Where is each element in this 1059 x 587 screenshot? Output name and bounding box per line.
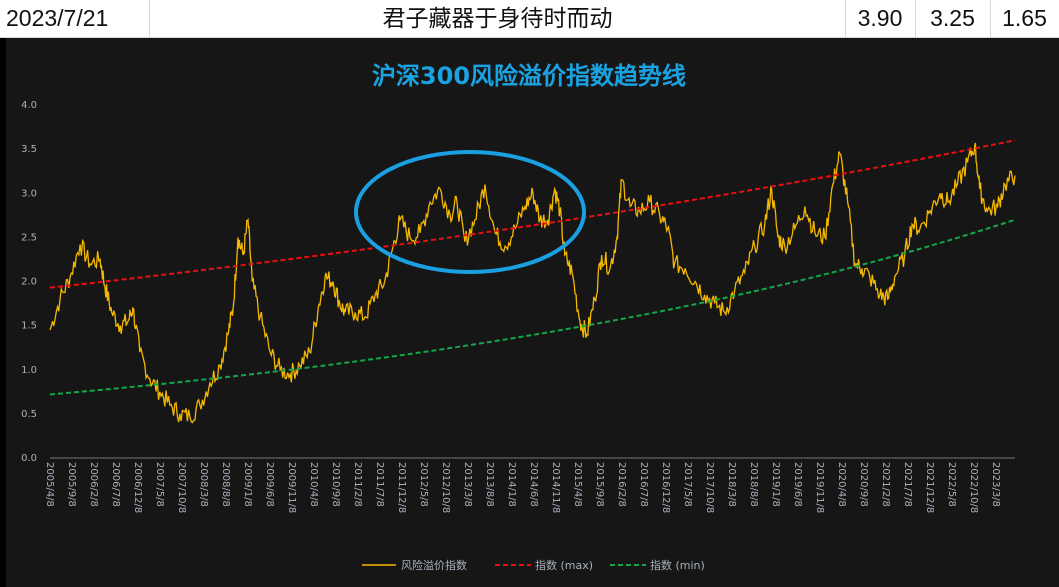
x-tick-label: 2017/5/8	[682, 462, 693, 507]
x-tick-label: 2009/11/8	[286, 462, 297, 513]
x-tick-label: 2007/5/8	[154, 462, 165, 507]
x-tick-label: 2014/11/8	[550, 462, 561, 513]
value-cell-2[interactable]: 3.25	[915, 0, 991, 37]
legend-label-max: 指数 (max)	[535, 558, 593, 572]
x-tick-label: 2006/12/8	[132, 462, 143, 513]
y-tick-label: 4.0	[21, 100, 37, 111]
x-tick-label: 2014/6/8	[528, 462, 539, 507]
x-tick-label: 2005/4/8	[44, 462, 55, 507]
legend-label-min: 指数 (min)	[650, 558, 705, 572]
value-cell-3[interactable]: 1.65	[1002, 5, 1047, 31]
x-tick-label: 2020/9/8	[858, 462, 869, 507]
x-tick-label: 2011/2/8	[352, 462, 363, 507]
spreadsheet-header-row: 2023/7/21 君子藏器于身待时而动 3.90 3.25 1.65	[0, 0, 1059, 38]
plot-lines	[49, 139, 1016, 424]
chart-area[interactable]: 沪深300风险溢价指数趋势线 0.0 0.5 1.0 1.5 2.0 2.5 3.0 3.5 4…	[0, 38, 1059, 587]
y-tick-label: 1.5	[21, 321, 37, 332]
x-tick-label: 2008/8/8	[220, 462, 231, 507]
x-tick-label: 2016/2/8	[616, 462, 627, 507]
x-tick-label: 2011/12/8	[396, 462, 407, 513]
x-tick-label: 2010/4/8	[308, 462, 319, 507]
x-tick-label: 2008/3/8	[198, 462, 209, 507]
x-tick-label: 2012/5/8	[418, 462, 429, 507]
x-tick-label: 2016/12/8	[660, 462, 671, 513]
x-tick-label: 2017/10/8	[704, 462, 715, 513]
x-tick-label: 2015/4/8	[572, 462, 583, 507]
legend: 风险溢价指数 指数 (max) 指数 (min)	[362, 558, 705, 572]
y-tick-label: 1.0	[21, 365, 37, 376]
date-cell[interactable]: 2023/7/21	[0, 0, 150, 37]
y-tick-label: 0.0	[21, 453, 37, 464]
x-tick-label: 2013/8/8	[484, 462, 495, 507]
series-line-index	[49, 142, 1016, 424]
y-tick-label: 3.0	[21, 188, 37, 199]
x-tick-label: 2016/7/8	[638, 462, 649, 507]
x-tick-label: 2009/1/8	[242, 462, 253, 507]
chart-svg: 沪深300风险溢价指数趋势线 0.0 0.5 1.0 1.5 2.0 2.5 3.0 3.5 4…	[21, 62, 1016, 572]
x-tick-label: 2021/2/8	[880, 462, 891, 507]
x-tick-label: 2011/7/8	[374, 462, 385, 507]
x-tick-label: 2023/3/8	[990, 462, 1001, 507]
x-tick-label: 2022/10/8	[968, 462, 979, 513]
x-tick-label: 2020/4/8	[836, 462, 847, 507]
x-tick-label: 2019/6/8	[792, 462, 803, 507]
x-tick-label: 2006/7/8	[110, 462, 121, 507]
x-tick-label: 2019/11/8	[814, 462, 825, 513]
x-tick-label: 2009/6/8	[264, 462, 275, 507]
x-tick-label: 2022/5/8	[946, 462, 957, 507]
trend-line-min	[49, 218, 1016, 396]
y-axis: 0.0 0.5 1.0 1.5 2.0 2.5 3.0 3.5 4.0	[21, 100, 37, 464]
motto-cell[interactable]: 君子藏器于身待时而动	[150, 0, 846, 37]
trend-line-max	[49, 139, 1016, 289]
x-tick-label: 2010/9/8	[330, 462, 341, 507]
x-tick-label: 2019/1/8	[770, 462, 781, 507]
y-tick-label: 2.0	[21, 277, 37, 288]
legend-label-index: 风险溢价指数	[401, 558, 467, 572]
x-tick-label: 2006/2/8	[88, 462, 99, 507]
x-tick-label: 2021/7/8	[902, 462, 913, 507]
x-tick-label: 2007/10/8	[176, 462, 187, 513]
x-axis: 2005/4/8 2005/9/8 2006/2/8 2006/7/8 2006/12/…	[44, 457, 1015, 513]
chart-title: 沪深300风险溢价指数趋势线	[372, 62, 686, 90]
x-tick-label: 2021/12/8	[924, 462, 935, 513]
x-tick-label: 2014/1/8	[506, 462, 517, 507]
y-tick-label: 3.5	[21, 144, 37, 155]
x-tick-label: 2018/3/8	[726, 462, 737, 507]
x-tick-label: 2012/10/8	[440, 462, 451, 513]
x-tick-label: 2018/8/8	[748, 462, 759, 507]
value-cell-1[interactable]: 3.90	[845, 0, 916, 37]
highlight-ellipse	[354, 150, 586, 274]
x-tick-label: 2005/9/8	[66, 462, 77, 507]
y-tick-label: 2.5	[21, 232, 37, 243]
x-tick-label: 2015/9/8	[594, 462, 605, 507]
y-tick-label: 0.5	[21, 409, 37, 420]
x-tick-label: 2013/3/8	[462, 462, 473, 507]
